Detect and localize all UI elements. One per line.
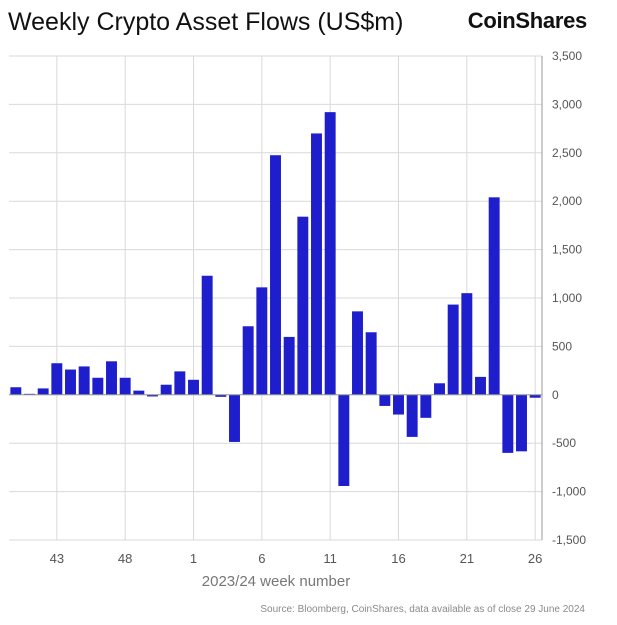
bar-week-19 [434, 383, 445, 395]
x-tick-label: 16 [391, 551, 405, 566]
y-tick-label: 3,000 [552, 97, 582, 111]
bar-week-24 [502, 394, 514, 453]
axis-layer: -1,500 -1,000 -500 0 500 1,000 1,500 2,000 2,500… [9, 49, 586, 566]
bar-week-47 [106, 361, 117, 395]
y-tick-label: 0 [552, 388, 559, 402]
bar-week-14 [365, 332, 377, 395]
bar-week-42 [37, 388, 49, 395]
bar-week-26 [529, 394, 541, 398]
y-tick-label: 1,000 [552, 291, 582, 305]
bar-week-49 [133, 390, 145, 395]
bar-week-40 [10, 387, 22, 395]
chart-title: Weekly Crypto Asset Flows (US$m) [8, 8, 404, 36]
y-tick-label: 3,500 [552, 49, 582, 63]
y-tick-label: -1,500 [552, 533, 586, 547]
bar-week-5 [242, 326, 254, 395]
bar-week-7 [270, 155, 281, 395]
bar-week-23 [488, 197, 500, 395]
x-tick-label: 1 [190, 551, 197, 566]
bar-week-17 [406, 394, 418, 437]
bar-chart: -1,500 -1,000 -500 0 500 1,000 1,500 2,000 2,500… [9, 49, 586, 590]
bar-week-22 [475, 376, 486, 395]
x-tick-label: 21 [460, 551, 474, 566]
bar-week-18 [420, 394, 432, 418]
bar-week-1 [188, 379, 199, 395]
y-tick-label: 1,500 [552, 243, 582, 257]
y-tick-label: 2,000 [552, 194, 582, 208]
bar-week-6 [256, 287, 268, 395]
bar-week-52 [174, 371, 186, 395]
y-tick-label: -1,000 [552, 485, 586, 499]
y-tick-label: -500 [552, 436, 576, 450]
bar-layer [10, 112, 541, 486]
source-note: Source: Bloomberg, CoinShares, data avai… [260, 604, 585, 615]
bar-week-2 [201, 275, 213, 395]
bar-week-46 [92, 377, 104, 395]
x-tick-label: 6 [258, 551, 265, 566]
bar-week-4 [229, 394, 240, 442]
bar-week-51 [160, 384, 172, 395]
bar-week-16 [393, 394, 404, 415]
bar-week-11 [324, 112, 336, 395]
bar-week-48 [119, 377, 131, 395]
y-tick-label: 500 [552, 339, 572, 353]
x-tick-label: 11 [323, 551, 337, 566]
bar-week-45 [78, 366, 90, 395]
bar-week-50 [147, 394, 158, 397]
x-tick-label: 43 [50, 551, 64, 566]
bar-week-8 [283, 336, 295, 395]
bar-week-13 [352, 311, 363, 395]
brand-logo: CoinShares [467, 8, 588, 33]
bar-week-44 [65, 369, 76, 395]
bar-week-20 [447, 304, 459, 395]
x-tick-label: 26 [528, 551, 542, 566]
bar-week-10 [311, 133, 322, 395]
y-tick-label: 2,500 [552, 146, 582, 160]
bar-week-21 [461, 293, 473, 395]
bar-week-12 [338, 394, 350, 486]
bar-week-43 [51, 363, 63, 395]
bar-week-15 [379, 394, 391, 406]
x-tick-label: 48 [118, 551, 132, 566]
bar-week-25 [516, 394, 527, 452]
bar-week-3 [215, 394, 227, 397]
bar-week-9 [297, 216, 309, 395]
x-axis-label: 2023/24 week number [202, 573, 350, 590]
